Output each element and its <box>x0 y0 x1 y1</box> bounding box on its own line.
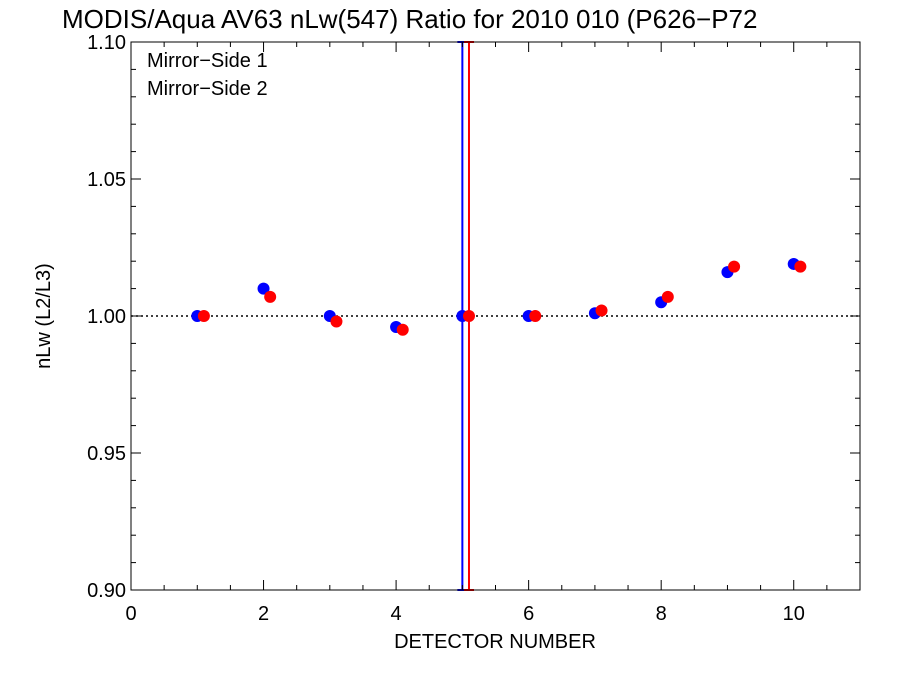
data-point-series-2 <box>264 290 277 303</box>
legend-entry-mirror-side-2: Mirror−Side 2 <box>147 78 268 100</box>
data-point-series-2 <box>794 260 807 273</box>
data-point-series-2 <box>396 323 409 336</box>
y-tick-label: 1.05 <box>87 169 126 191</box>
x-tick-label: 8 <box>656 603 667 625</box>
x-tick-label: 2 <box>258 603 269 625</box>
x-tick-label: 6 <box>523 603 534 625</box>
x-tick-label: 10 <box>783 603 805 625</box>
data-point-series-2 <box>197 310 210 322</box>
y-axis-label: nLw (L2/L3) <box>33 263 55 369</box>
data-point-series-2 <box>728 260 741 273</box>
plot-frame <box>130 41 861 591</box>
legend-entry-mirror-side-1: Mirror−Side 1 <box>147 50 268 72</box>
x-axis-label: DETECTOR NUMBER <box>394 631 596 653</box>
plot-area <box>131 41 860 591</box>
y-tick-label: 0.95 <box>87 443 126 465</box>
data-point-series-2 <box>661 290 674 303</box>
y-tick-label: 1.00 <box>87 306 126 328</box>
data-point-series-2 <box>330 315 343 328</box>
x-tick-label: 0 <box>125 603 136 625</box>
x-tick-label: 4 <box>391 603 402 625</box>
data-point-series-2 <box>529 310 542 322</box>
data-point-series-2 <box>595 304 608 317</box>
y-tick-label: 1.10 <box>87 32 126 54</box>
y-tick-label: 0.90 <box>87 580 126 602</box>
data-point-series-1 <box>257 282 270 295</box>
axes: 0 2 4 6 8 10 0.90 0.95 1.00 1.05 1.10 <box>87 32 861 625</box>
data-point-series-2 <box>462 310 475 322</box>
chart-title: MODIS/Aqua AV63 nLw(547) Ratio for 2010 … <box>62 4 757 34</box>
